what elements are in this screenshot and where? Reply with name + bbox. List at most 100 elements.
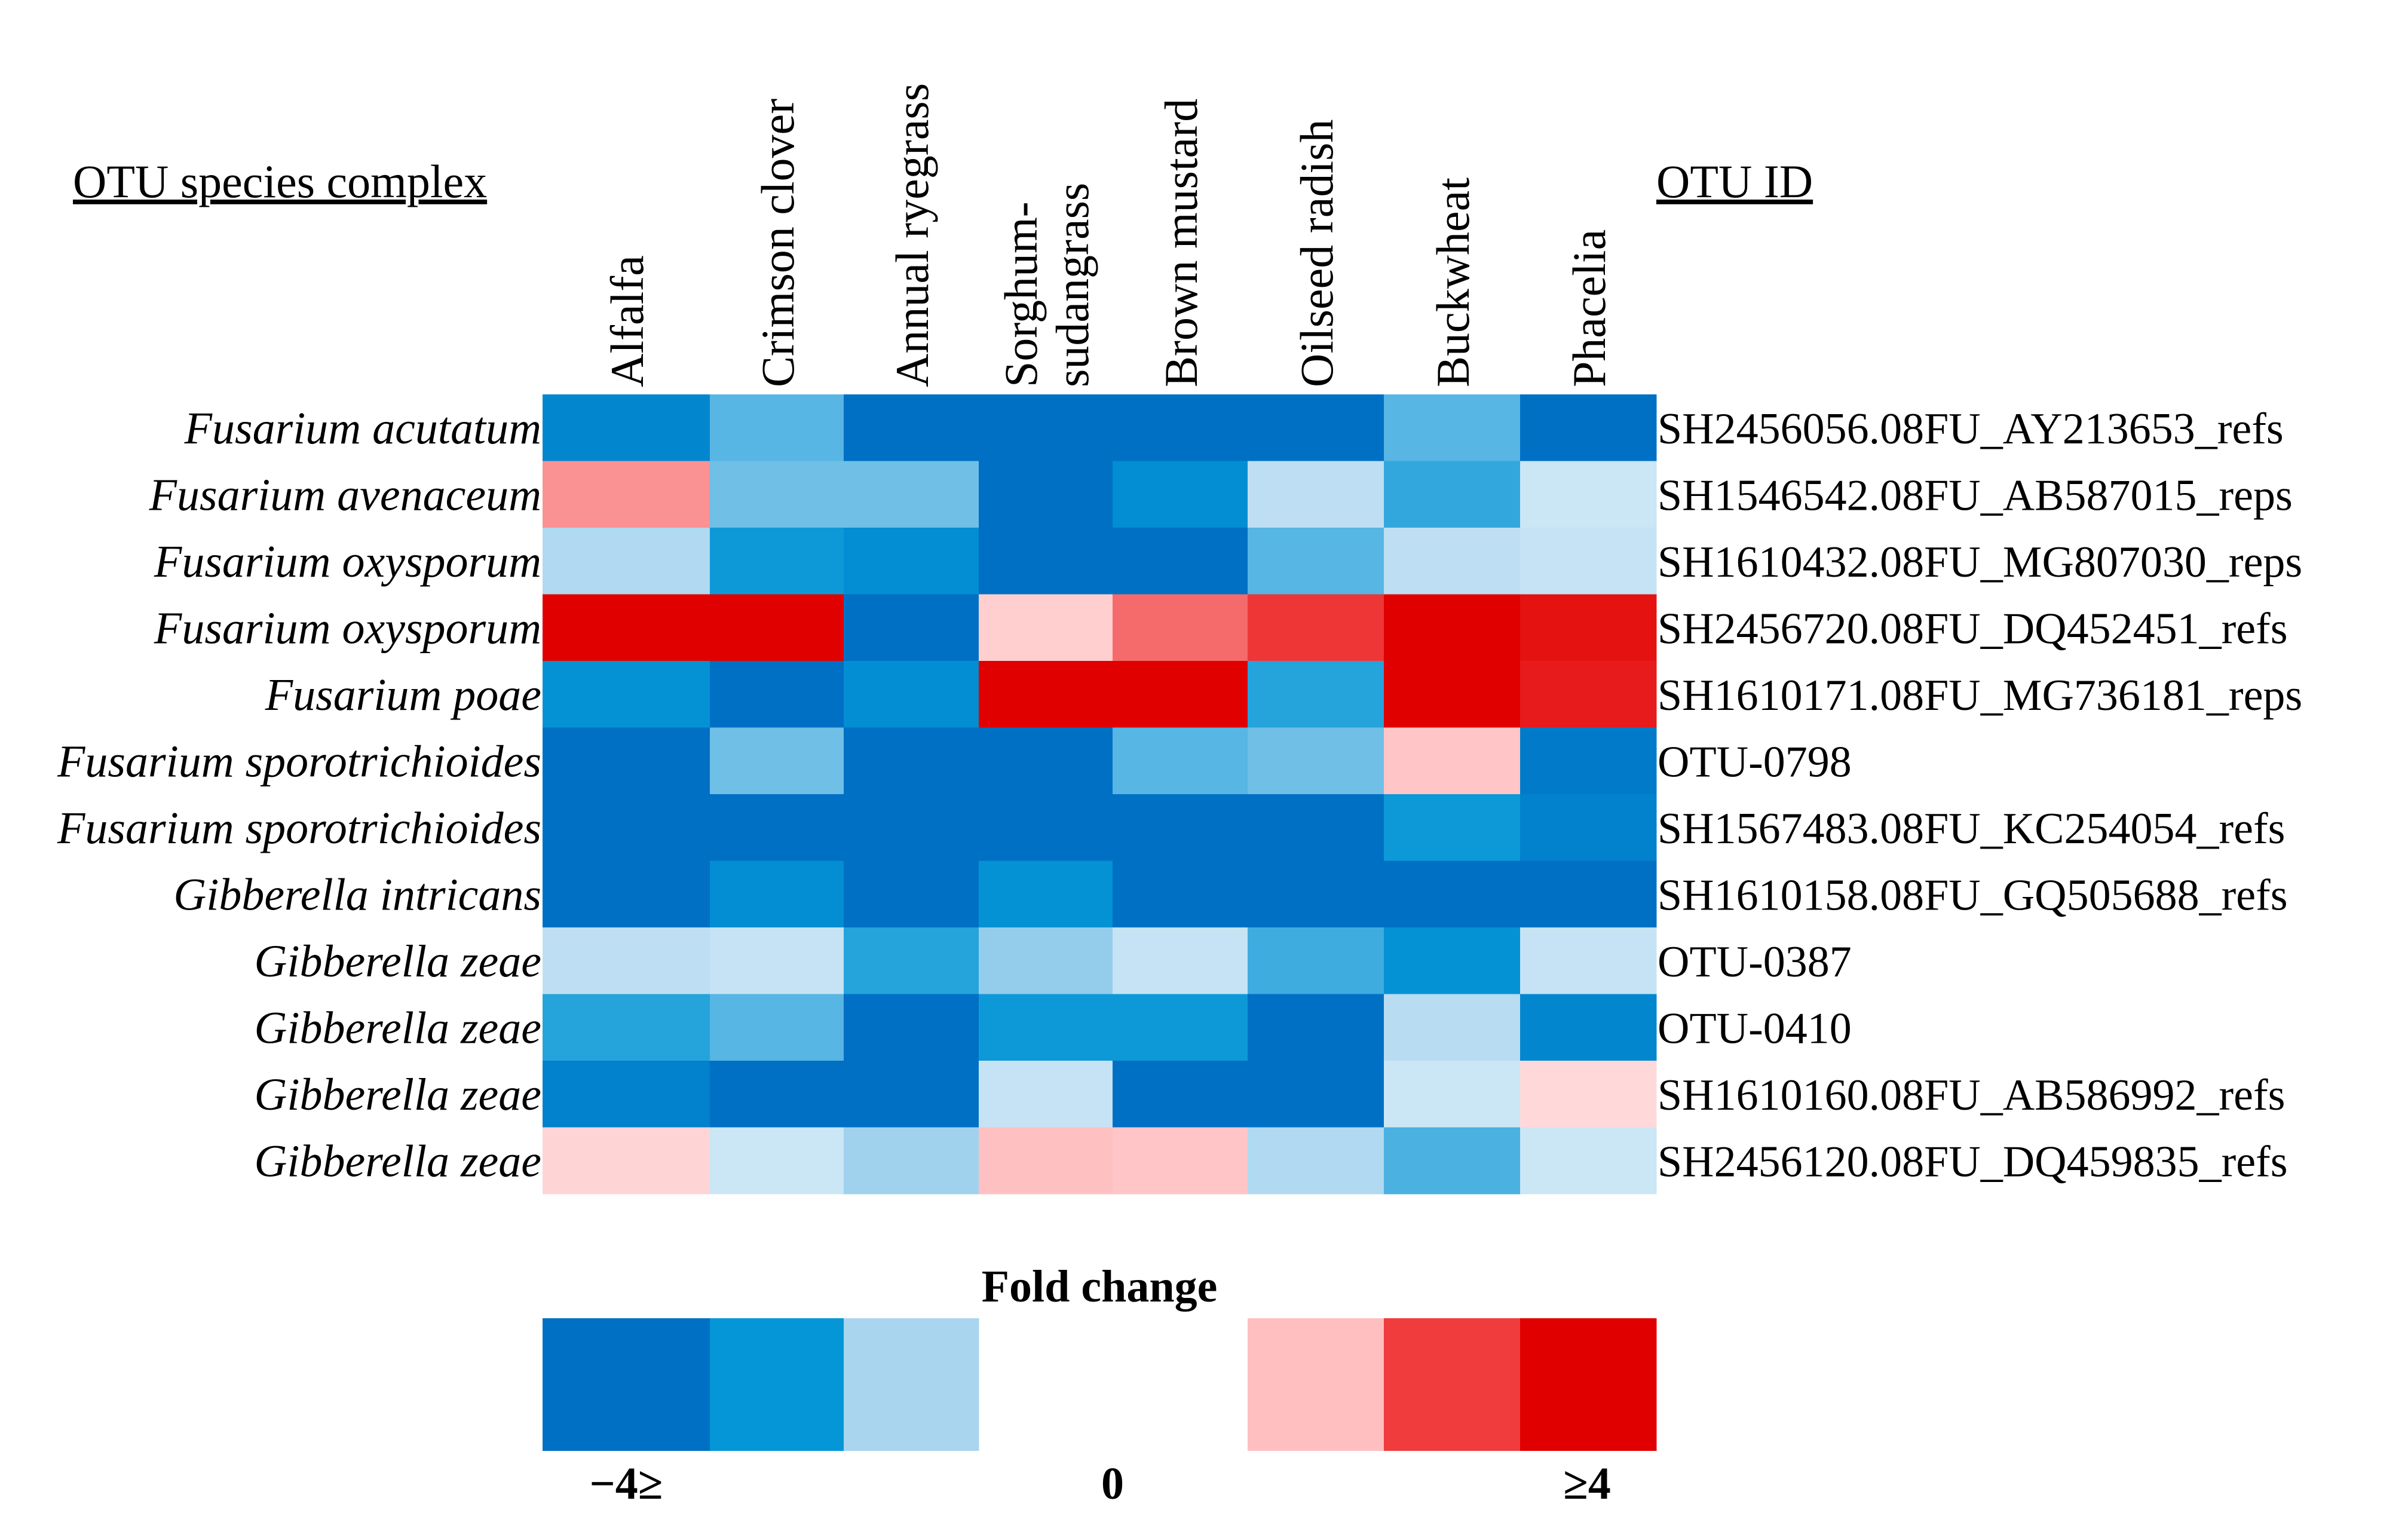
heatmap-cell-r9-c7	[1384, 927, 1521, 994]
heatmap-cell-r3-c6	[1248, 528, 1384, 595]
otu-id-header-label: OTU ID	[1656, 155, 1813, 207]
heatmap-cell-r10-c6	[1248, 994, 1384, 1061]
heatmap-cell-r9-c8	[1520, 927, 1657, 994]
heatmap-cell-r9-c3	[844, 927, 979, 994]
legend-tick-zero: 0	[1101, 1459, 1124, 1509]
heatmap-cell-r1-c3	[844, 394, 979, 461]
row-otu-id-labels: SH2456056.08FU_AY213653_refs SH1546542.08…	[1658, 405, 2302, 1187]
heatmap-cell-r10-c3	[844, 994, 979, 1061]
row-otu-id-label: SH1610171.08FU_MG736181_reps	[1658, 671, 2302, 720]
heatmap-cell-r8-c3	[844, 861, 979, 928]
row-otu-id-label: SH1610158.08FU_GQ505688_refs	[1658, 871, 2288, 920]
heatmap-cell-r1-c6	[1248, 394, 1384, 461]
row-species-labels: Fusarium acutatum Fusarium avenaceum Fusar…	[57, 403, 541, 1187]
heatmap-cell-r7-c3	[844, 794, 979, 861]
heatmap-cell-r5-c1	[543, 661, 710, 728]
heatmap-cell-r12-c1	[543, 1127, 710, 1195]
heatmap-cell-r5-c2	[710, 661, 844, 728]
heatmap-cell-r5-c8	[1520, 661, 1657, 728]
heatmap-cell-r7-c7	[1384, 794, 1521, 861]
heatmap-cell-r5-c6	[1248, 661, 1384, 728]
heatmap-cell-r2-c5	[1113, 461, 1248, 528]
heatmap-cell-r3-c5	[1113, 528, 1248, 595]
column-label-sorghum-sudangrass-line-1: Sorghum-	[995, 201, 1047, 387]
heatmap-cell-r8-c5	[1113, 861, 1248, 928]
heatmap-cell-r3-c1	[543, 528, 710, 595]
heatmap-cell-r6-c7	[1384, 727, 1521, 795]
heatmap-cell-r12-c5	[1113, 1127, 1248, 1195]
heatmap-cell-r12-c7	[1384, 1127, 1521, 1195]
heatmap-cell-r10-c4	[979, 994, 1113, 1061]
heatmap-cell-r7-c1	[543, 794, 710, 861]
heatmap-cell-r9-c4	[979, 927, 1113, 994]
row-otu-id-label: SH2456720.08FU_DQ452451_refs	[1658, 604, 2288, 653]
heatmap-cell-r6-c3	[844, 727, 979, 795]
heatmap-cell-r1-c7	[1384, 394, 1521, 461]
heatmap-cell-r10-c7	[1384, 994, 1521, 1061]
heatmap-cell-r9-c5	[1113, 927, 1248, 994]
heatmap-cell-r9-c6	[1248, 927, 1384, 994]
column-label-buckwheat: Buckwheat	[1427, 177, 1479, 387]
row-species-label: Gibberella zeae	[255, 1070, 542, 1120]
heatmap-cell-r12-c3	[844, 1127, 979, 1195]
heatmap-cell-r10-c8	[1520, 994, 1657, 1061]
heatmap-cell-r7-c6	[1248, 794, 1384, 861]
heatmap-cell-r5-c7	[1384, 661, 1521, 728]
row-otu-id-label: SH1610432.08FU_MG807030_reps	[1658, 538, 2302, 587]
column-label-brown-mustard: Brown mustard	[1155, 99, 1207, 387]
row-species-label: Gibberella intricans	[173, 869, 541, 920]
heatmap-cell-r6-c6	[1248, 727, 1384, 795]
row-otu-id-label: OTU-0798	[1658, 737, 1852, 786]
column-label-crimson-clover: Crimson clover	[752, 99, 804, 387]
heatmap-cell-r4-c8	[1520, 594, 1657, 662]
fold-change-legend: Fold change −4≥ 0 ≥4	[543, 1261, 1657, 1509]
heatmap-cell-r7-c2	[710, 794, 844, 861]
row-species-label: Fusarium oxysporum	[154, 537, 541, 587]
heatmap-cell-r2-c1	[543, 461, 710, 528]
heatmap-cells	[543, 394, 1657, 1195]
row-otu-id-label: SH1567483.08FU_KC254054_refs	[1658, 804, 2285, 853]
heatmap-cell-r2-c8	[1520, 461, 1657, 528]
heatmap-cell-r4-c1	[543, 594, 710, 662]
heatmap-cell-r12-c2	[710, 1127, 844, 1195]
heatmap-cell-r8-c8	[1520, 861, 1657, 928]
row-species-label: Fusarium acutatum	[184, 403, 541, 454]
heatmap-cell-r8-c6	[1248, 861, 1384, 928]
heatmap-cell-r10-c5	[1113, 994, 1248, 1061]
row-species-label: Gibberella zeae	[255, 936, 542, 987]
heatmap-cell-r1-c8	[1520, 394, 1657, 461]
heatmap-cell-r4-c4	[979, 594, 1113, 662]
heatmap-cell-r9-c1	[543, 927, 710, 994]
heatmap-cell-r1-c5	[1113, 394, 1248, 461]
heatmap-cell-r11-c3	[844, 1061, 979, 1128]
heatmap-cell-r11-c7	[1384, 1061, 1521, 1128]
heatmap-cell-r11-c4	[979, 1061, 1113, 1128]
column-label-annual-ryegrass: Annual ryegrass	[886, 83, 938, 387]
row-otu-id-label: SH2456120.08FU_DQ459835_refs	[1658, 1137, 2288, 1186]
heatmap-cell-r2-c4	[979, 461, 1113, 528]
heatmap-cell-r8-c2	[710, 861, 844, 928]
heatmap-cell-r5-c3	[844, 661, 979, 728]
row-species-label: Fusarium sporotrichioides	[57, 803, 541, 853]
heatmap-cell-r11-c6	[1248, 1061, 1384, 1128]
heatmap-cell-r7-c8	[1520, 794, 1657, 861]
heatmap-cell-r2-c6	[1248, 461, 1384, 528]
heatmap-cell-r9-c2	[710, 927, 844, 994]
column-label-alfalfa: Alfalfa	[601, 255, 653, 387]
heatmap-cell-r12-c6	[1248, 1127, 1384, 1195]
row-species-label: Gibberella zeae	[255, 1003, 542, 1053]
heatmap-cell-r6-c2	[710, 727, 844, 795]
row-otu-id-label: SH1610160.08FU_AB586992_refs	[1658, 1071, 2285, 1120]
heatmap-cell-r10-c2	[710, 994, 844, 1061]
heatmap-cell-r12-c4	[979, 1127, 1113, 1195]
heatmap-cell-r2-c3	[844, 461, 979, 528]
column-label-sorghum-sudangrass-line-2: sudangrass	[1046, 183, 1098, 387]
heatmap-cell-r11-c2	[710, 1061, 844, 1128]
heatmap-cell-r8-c7	[1384, 861, 1521, 928]
legend-swatch-pos-strong	[1520, 1318, 1657, 1451]
heatmap-cell-r3-c7	[1384, 528, 1521, 595]
heatmap-cell-r4-c5	[1113, 594, 1248, 662]
row-header-label: OTU species complex	[73, 155, 487, 207]
heatmap-cell-r3-c4	[979, 528, 1113, 595]
legend-swatches	[543, 1318, 1657, 1451]
